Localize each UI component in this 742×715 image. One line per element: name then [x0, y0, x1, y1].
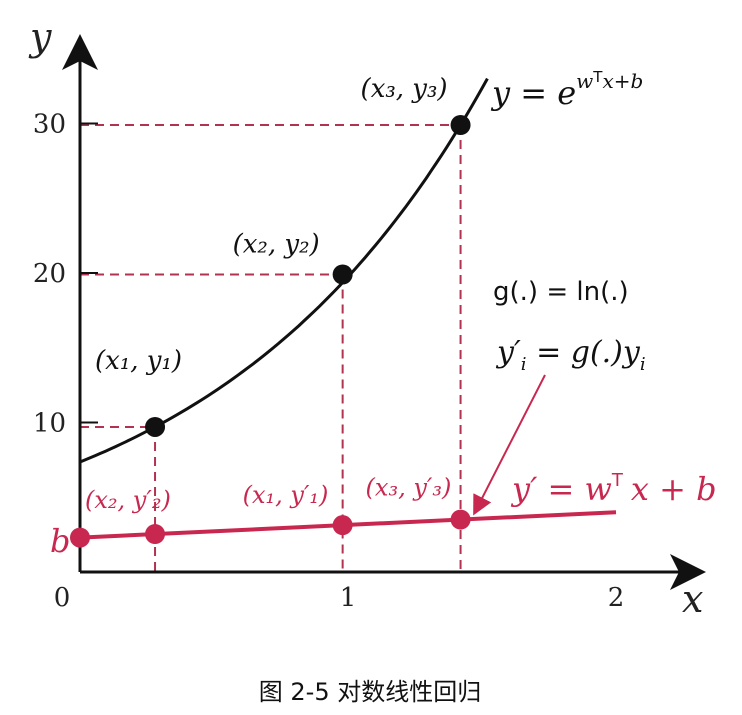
linear-point	[145, 524, 166, 545]
x-tick-label: 2	[608, 583, 625, 613]
g-definition: g(.) = ln(.)	[493, 277, 629, 307]
intercept-b-label: b	[50, 522, 70, 560]
exp-curve-equation: y = ewTx+b	[490, 68, 643, 112]
linear-point-label: (x₂, y′₂)	[85, 486, 171, 514]
y-tick-label: 20	[33, 259, 66, 289]
linear-point	[332, 515, 353, 536]
linear-point-label: (x₁, y′₁)	[243, 481, 329, 509]
exponential-points	[145, 114, 471, 437]
x-axis-label: x	[682, 577, 703, 621]
exp-point-label: (x₁, y₁)	[95, 346, 182, 376]
transform-formula: y′i = g(.)yi	[495, 335, 646, 375]
linear-points	[70, 509, 471, 548]
exp-point	[332, 264, 353, 285]
x-ticks: 0 1 2	[54, 583, 625, 613]
linear-point-labels: (x₂, y′₂) (x₁, y′₁) (x₃, y′₃)	[85, 474, 451, 514]
x-tick-label: 1	[340, 583, 357, 613]
exp-point	[450, 114, 471, 135]
y-tick-label: 30	[33, 110, 66, 140]
figure-caption: 图 2-5 对数线性回归	[259, 678, 481, 706]
linear-point	[70, 527, 90, 548]
exp-point	[145, 416, 166, 437]
exp-point-label: (x₂, y₂)	[233, 229, 320, 259]
y-tick-label: 10	[33, 409, 66, 439]
linear-point-label: (x₃, y′₃)	[366, 474, 452, 502]
exponential-curve	[79, 77, 489, 464]
x-tick-label: 0	[54, 583, 71, 613]
y-axis-label: y	[28, 15, 52, 59]
transform-arrow	[473, 374, 546, 516]
y-ticks: 10 20 30	[33, 110, 98, 439]
linear-equation: y′ = wT x + b	[510, 470, 717, 508]
exponential-point-labels: (x₁, y₁) (x₂, y₂) (x₃, y₃)	[95, 74, 448, 376]
exp-point-label: (x₃, y₃)	[361, 74, 448, 104]
linear-point	[450, 509, 471, 530]
